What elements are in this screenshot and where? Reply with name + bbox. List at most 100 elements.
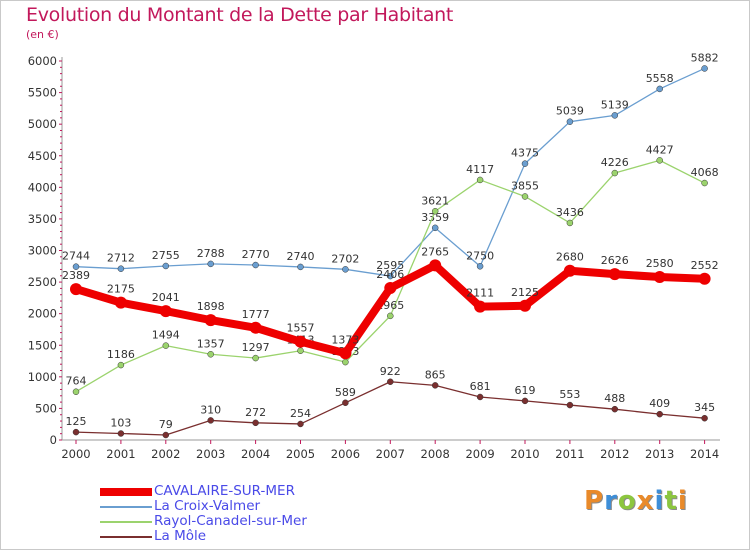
data-point bbox=[159, 305, 172, 318]
data-point bbox=[70, 283, 82, 296]
y-tick-label: 5500 bbox=[28, 86, 57, 100]
data-label: 2595 bbox=[376, 259, 404, 272]
data-label: 2125 bbox=[511, 286, 539, 299]
data-point bbox=[521, 160, 529, 167]
logo-letter: P bbox=[584, 486, 605, 516]
data-label: 619 bbox=[515, 384, 536, 397]
data-label: 125 bbox=[66, 415, 87, 428]
data-label: 5558 bbox=[646, 72, 674, 85]
data-point bbox=[653, 271, 666, 284]
data-label: 2788 bbox=[197, 247, 225, 260]
data-label: 2750 bbox=[466, 249, 494, 262]
data-point bbox=[339, 347, 352, 360]
data-label: 5039 bbox=[556, 105, 584, 118]
legend-swatch bbox=[100, 521, 152, 523]
data-label: 4068 bbox=[691, 166, 719, 179]
data-label: 1557 bbox=[287, 322, 315, 335]
data-point bbox=[474, 300, 487, 313]
data-label: 3359 bbox=[421, 211, 449, 224]
data-label: 1494 bbox=[152, 329, 180, 342]
data-point bbox=[384, 282, 397, 295]
data-label: 4117 bbox=[466, 163, 494, 176]
x-tick-label: 2011 bbox=[555, 447, 584, 461]
data-point bbox=[252, 419, 259, 427]
data-label: 2580 bbox=[646, 257, 674, 270]
data-label: 2755 bbox=[152, 249, 180, 262]
data-point bbox=[387, 312, 394, 320]
x-tick-label: 2002 bbox=[151, 447, 180, 461]
data-label: 272 bbox=[245, 406, 266, 419]
logo-letter: o bbox=[617, 486, 637, 516]
proxiti-logo: Proxiti bbox=[584, 486, 688, 516]
data-label: 79 bbox=[159, 418, 173, 431]
data-label: 2740 bbox=[287, 250, 315, 263]
x-tick-label: 2013 bbox=[645, 447, 674, 461]
data-point bbox=[656, 157, 663, 164]
data-point bbox=[249, 321, 262, 334]
data-label: 764 bbox=[66, 375, 87, 388]
data-point bbox=[611, 405, 619, 413]
data-point bbox=[476, 263, 484, 270]
data-label: 681 bbox=[470, 380, 491, 393]
data-label: 4427 bbox=[646, 143, 674, 156]
data-point bbox=[656, 85, 663, 93]
legend-label: La Croix-Valmer bbox=[154, 498, 261, 514]
data-label: 3621 bbox=[421, 194, 449, 207]
data-label: 2770 bbox=[242, 248, 270, 261]
data-label: 2041 bbox=[152, 291, 180, 304]
data-point bbox=[431, 224, 439, 232]
data-point bbox=[608, 268, 621, 281]
data-point bbox=[476, 393, 484, 401]
data-point bbox=[117, 361, 125, 369]
data-label: 2744 bbox=[62, 250, 90, 263]
y-tick-label: 3000 bbox=[28, 244, 57, 258]
data-label: 2712 bbox=[107, 252, 135, 265]
x-tick-label: 2010 bbox=[510, 447, 539, 461]
legend-swatch bbox=[100, 488, 152, 496]
data-label: 409 bbox=[649, 397, 670, 410]
x-tick-label: 2008 bbox=[421, 447, 450, 461]
legend-label: CAVALAIRE-SUR-MER bbox=[154, 483, 295, 499]
y-tick-label: 0 bbox=[50, 433, 57, 447]
y-tick-label: 1000 bbox=[28, 370, 57, 384]
data-point bbox=[519, 299, 531, 312]
data-label: 5139 bbox=[601, 98, 629, 111]
logo-letter: x bbox=[636, 486, 655, 516]
legend-swatch bbox=[100, 536, 152, 538]
x-tick-label: 2000 bbox=[61, 447, 90, 461]
data-label: 1297 bbox=[242, 341, 270, 354]
data-point bbox=[476, 176, 484, 184]
data-point bbox=[162, 262, 170, 270]
data-point bbox=[114, 296, 127, 309]
data-label: 589 bbox=[335, 386, 356, 399]
data-label: 2111 bbox=[466, 287, 494, 300]
data-label: 1186 bbox=[107, 348, 135, 361]
data-point bbox=[701, 414, 708, 422]
x-tick-label: 2004 bbox=[241, 447, 270, 461]
data-point bbox=[431, 208, 439, 215]
data-label: 553 bbox=[559, 388, 580, 401]
data-point bbox=[698, 272, 711, 285]
x-tick-label: 2007 bbox=[376, 447, 405, 461]
data-label: 345 bbox=[694, 401, 715, 414]
data-label: 1357 bbox=[197, 337, 225, 350]
data-point bbox=[162, 431, 170, 439]
logo-letter: i bbox=[654, 486, 665, 516]
data-label: 2406 bbox=[376, 268, 404, 281]
data-label: 103 bbox=[110, 416, 131, 429]
y-tick-label: 4500 bbox=[28, 149, 57, 163]
data-point bbox=[297, 263, 304, 271]
data-point bbox=[342, 358, 349, 366]
data-point bbox=[72, 428, 80, 436]
y-tick-label: 5000 bbox=[28, 117, 57, 131]
x-tick-label: 2009 bbox=[465, 447, 494, 461]
data-point bbox=[563, 264, 576, 277]
data-point bbox=[117, 265, 125, 272]
data-label: 1898 bbox=[197, 300, 225, 313]
y-tick-label: 500 bbox=[35, 401, 57, 415]
logo-letter: r bbox=[604, 486, 618, 516]
data-point bbox=[297, 347, 304, 354]
data-point bbox=[387, 378, 394, 386]
x-tick-label: 2005 bbox=[286, 447, 315, 461]
